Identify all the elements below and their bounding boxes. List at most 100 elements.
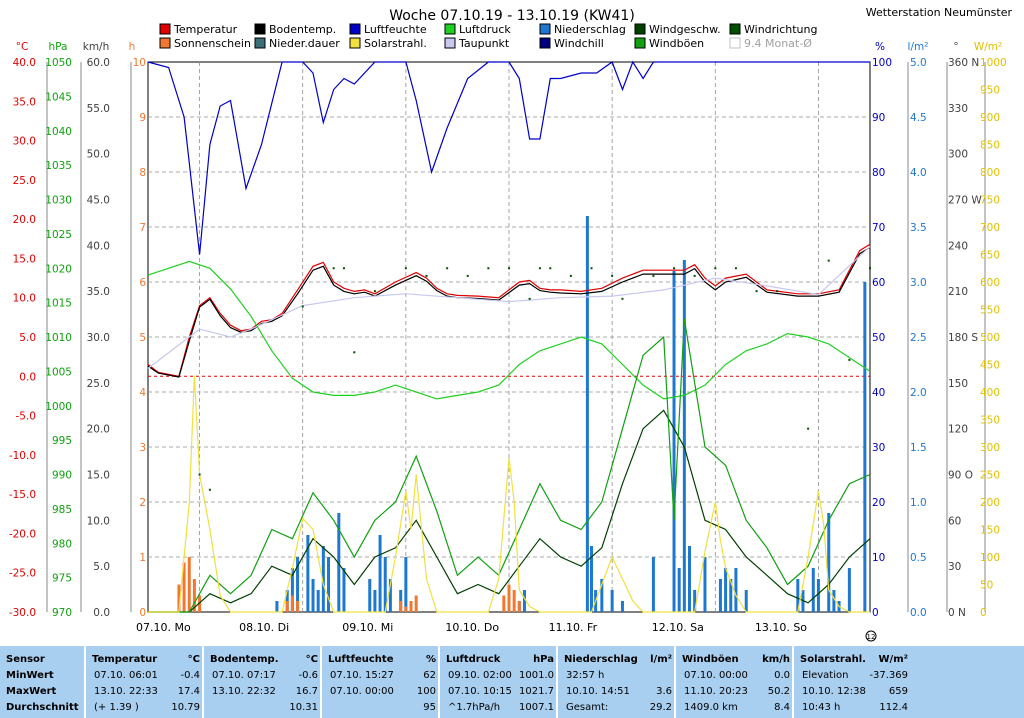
point-Windrichtung: [332, 267, 335, 270]
bar-Sonnenschein: [507, 584, 511, 612]
axis-tick-label: 0.0: [19, 371, 36, 383]
stats-header: Windböen: [682, 654, 739, 665]
point-Windrichtung: [734, 267, 737, 270]
axis-tick-label: 980: [52, 538, 72, 550]
legend-swatch: [444, 23, 456, 35]
axis-tick-label: 3: [139, 442, 146, 454]
bar-Niederschlag: [316, 590, 320, 612]
bar-Niederschlag: [724, 568, 728, 612]
stats-cell-value: 10.31: [289, 702, 318, 713]
axis-tick-label: 40.0: [13, 57, 36, 69]
axis-tick-label: 5.0: [19, 332, 36, 344]
axis-tick-label: 150: [980, 525, 1000, 537]
axis-tick-label: 30: [948, 561, 961, 573]
stats-cell-value: 1021.7: [519, 686, 554, 697]
x-tick-label: 13.10. So: [755, 621, 807, 634]
stats-cell-label: 11.10. 20:23: [684, 686, 748, 697]
bar-Sonnenschein: [285, 601, 289, 612]
axis-tick-label: 45.0: [87, 195, 110, 207]
stats-unit: W/m²: [878, 654, 908, 665]
axis-tick-label: 5.0: [910, 57, 927, 69]
bar-Niederschlag: [688, 546, 691, 612]
legend-label: 9.4 Monat-Ø: [744, 37, 812, 50]
bar-Sonnenschein: [296, 601, 300, 612]
series-lines: [147, 60, 871, 613]
axis-tick-label: 1025: [45, 229, 72, 241]
axis-tick-label: 240: [948, 240, 968, 252]
axis-unit-label: km/h: [83, 41, 110, 53]
axis-tick-label: 1.0: [910, 497, 927, 509]
line-Luftdruck: [147, 260, 871, 400]
bar-Niederschlag: [796, 579, 800, 612]
bars: [177, 216, 867, 612]
stats-cell-label: (+ 1.39 ): [94, 702, 139, 713]
stats-unit: °C: [305, 654, 318, 665]
bar-Niederschlag: [290, 568, 294, 612]
axis-tick-label: 8: [139, 167, 146, 179]
point-Windrichtung: [342, 267, 345, 270]
stats-cell-label: Gesamt:: [566, 702, 609, 713]
bar-Niederschlag: [585, 216, 589, 612]
bar-Niederschlag: [327, 557, 330, 612]
legend-swatch: [539, 37, 551, 49]
bar-Niederschlag: [610, 590, 614, 612]
statistics-table: Sensor MinWert MaxWert Durchschnitt Temperat…: [0, 646, 1024, 718]
stats-column: Bodentemp. °C 07.10. 07:17 -0.6 13.10. 22:32…: [210, 646, 322, 718]
axis-unit-label: %: [875, 41, 885, 53]
bar-Niederschlag: [744, 590, 748, 612]
stats-separator: [556, 646, 558, 718]
stats-cell-value: 8.4: [774, 702, 790, 713]
axis-tick-label: 1045: [45, 91, 72, 103]
point-Windrichtung: [755, 290, 758, 293]
point-Windrichtung: [446, 267, 449, 270]
stats-cell-value: 3.6: [656, 686, 672, 697]
point-Windrichtung: [373, 290, 376, 293]
axis-tick-label: 25.0: [87, 378, 110, 390]
bar-Niederschlag: [811, 568, 815, 612]
legend-label: Windböen: [649, 37, 704, 50]
x-axis-labels: 07.10. Mo 08.10. Di 09.10. Mi 10.10. Do 11.1…: [136, 621, 807, 634]
stats-cell-label: 07.10. 10:15: [448, 686, 512, 697]
x-tick-label: 12.10. Sa: [652, 621, 704, 634]
axis-tick-label: 10.0: [13, 293, 36, 305]
weather-chart: Woche 07.10.19 - 13.10.19 (KW41) Wetters…: [8, 6, 1013, 642]
bar-Sonnenschein: [177, 584, 181, 612]
legend-label: Niederschlag: [554, 23, 626, 36]
line-Temperatur: [147, 243, 871, 377]
axis-unit-label: W/m²: [974, 41, 1002, 53]
axis-tick-label: 0: [872, 607, 879, 619]
axis-tick-label: 750: [980, 195, 1000, 207]
stats-cell-label: 10.10. 14:51: [566, 686, 630, 697]
point-Windrichtung: [301, 305, 304, 308]
bar-Niederschlag: [863, 282, 867, 612]
axis-tick-label: 200: [980, 497, 1000, 509]
axis-tick-label: 0: [980, 607, 987, 619]
bar-Niederschlag: [337, 513, 341, 612]
bar-Niederschlag: [404, 557, 408, 612]
stats-cell-label: ^1.7hPa/h: [448, 702, 501, 713]
bar-Niederschlag: [718, 579, 722, 612]
axis-tick-label: 0: [139, 607, 146, 619]
point-Windrichtung: [807, 427, 810, 430]
stats-cell-label: Elevation: [802, 670, 849, 681]
point-Windrichtung: [466, 274, 469, 277]
axis-tick-label: 0.0: [910, 607, 927, 619]
legend-swatch: [634, 37, 646, 49]
axis-tick-label: 50: [980, 580, 993, 592]
axis-tick-label: 15.0: [13, 253, 36, 265]
axis-tick-label: 970: [52, 607, 72, 619]
point-Windrichtung: [404, 267, 407, 270]
x-tick-label: 10.10. Do: [445, 621, 499, 634]
point-Windrichtung: [848, 358, 851, 361]
point-Windrichtung: [208, 488, 211, 491]
axis-tick-label: 40.0: [87, 240, 110, 252]
bar-Sonnenschein: [192, 579, 196, 612]
axis-tick-label: 1035: [45, 160, 72, 172]
station-name: Wetterstation Neumünster: [866, 6, 1013, 19]
bar-Sonnenschein: [512, 590, 516, 612]
stats-cell-label: 07.10. 00:00: [684, 670, 748, 681]
axis-tick-label: 3.5: [910, 222, 927, 234]
stats-header: Solarstrahl.: [800, 654, 866, 665]
stats-cell-value: -37.369: [869, 670, 908, 681]
axis-tick-label: 20: [872, 497, 885, 509]
